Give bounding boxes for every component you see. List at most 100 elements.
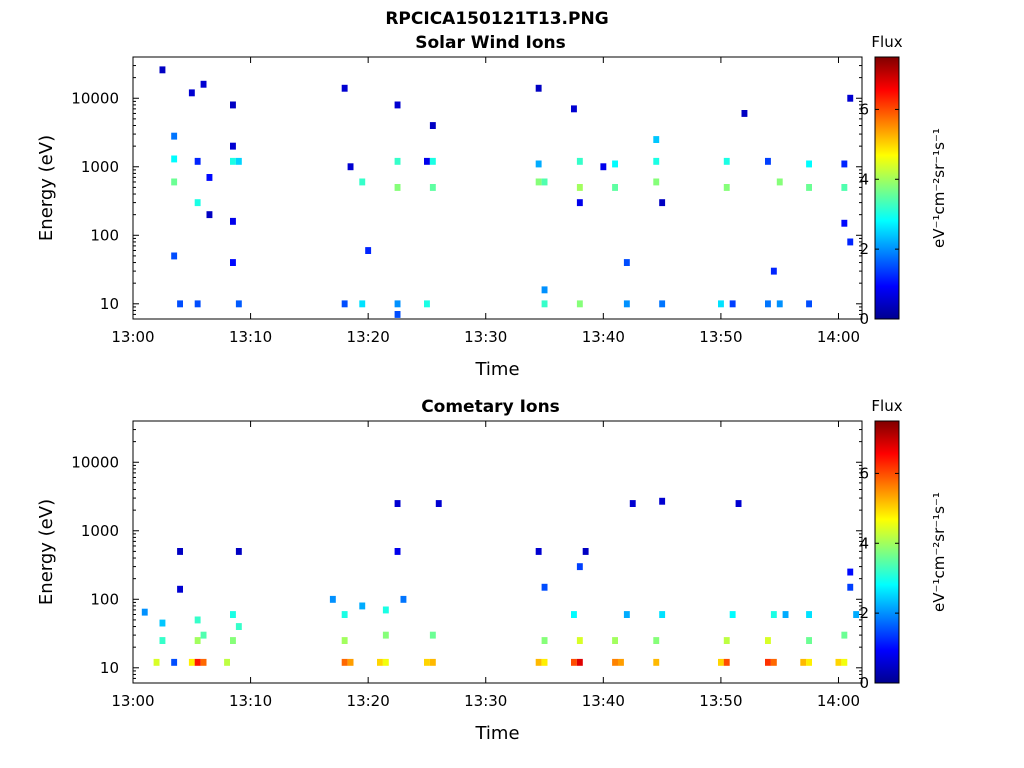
heatmap-cell [723,157,730,165]
heatmap-cell [200,631,207,639]
heatmap-cell [365,247,372,254]
colorbar-tick-label: 4 [859,170,869,188]
heatmap-cell [341,611,348,618]
colorbar-tick-label: 4 [859,534,869,552]
colorbar-title: Flux [871,397,902,415]
heatmap-cell [765,637,771,644]
heatmap-cell [429,658,436,666]
x-tick-label: 14:00 [817,692,860,710]
heatmap-cell [535,658,542,666]
heatmap-cell [341,300,348,308]
heatmap-cell [347,658,354,666]
heatmap-cell [576,658,583,666]
heatmap-cell [424,658,430,666]
heatmap-cell [206,174,213,181]
heatmap-cell [200,658,207,666]
heatmap-cell [394,500,401,507]
x-tick-label: 13:50 [699,692,742,710]
heatmap-cell [741,110,748,117]
heatmap-cell [841,160,848,168]
panel-title: Cometary Ions [421,397,560,417]
heatmap-cell [600,163,607,171]
heatmap-cell [629,500,636,507]
heatmap-cell [723,658,730,666]
heatmap-cell [230,611,236,618]
heatmap-cell [576,637,583,644]
x-tick-label: 13:30 [464,692,507,710]
heatmap-cell [171,178,178,186]
heatmap-cell [206,211,213,219]
heatmap-cell [394,548,401,555]
heatmap-cell [235,157,242,165]
y-tick-label: 1000 [81,522,119,540]
axes-frame [132,56,863,320]
x-tick-label: 13:20 [347,328,390,346]
heatmap-cell [776,178,783,186]
heatmap-cell [429,631,436,639]
heatmap-cell [194,637,201,644]
heatmap-cell [576,184,583,191]
colorbar [874,420,900,684]
colorbar-label: eV⁻¹cm⁻²sr⁻¹s⁻¹ [930,128,948,248]
heatmap-cell [153,658,160,666]
heatmap-cell [230,142,236,150]
heatmap-cell [535,84,542,92]
heatmap-cell [571,105,577,113]
heatmap-cell [659,611,666,618]
heatmap-cell [541,286,548,294]
heatmap-cell [400,595,407,603]
heatmap-cell [200,80,207,88]
heatmap-cell [429,184,436,191]
heatmap-cell [847,94,854,102]
colorbar-tick-label: 6 [859,100,869,118]
y-axis-label: Energy (eV) [36,499,57,605]
heatmap-cell [541,300,548,308]
heatmap-cell [435,500,442,507]
y-tick-label: 10000 [71,453,119,471]
heatmap-cell [841,219,848,227]
heatmap-cell [359,602,366,610]
heatmap-cell [770,658,777,666]
x-axis-label: Time [474,359,519,380]
heatmap-cell [718,300,724,308]
heatmap-cell [806,611,812,618]
heatmap-cell [359,178,366,186]
y-tick-label: 10000 [71,89,119,107]
x-tick-label: 13:40 [582,692,625,710]
heatmap-cell [806,658,812,666]
heatmap-cell [765,658,771,666]
heatmap-cell [782,611,789,618]
heatmap-cell [576,300,583,308]
colorbar-title: Flux [871,33,902,51]
heatmap-cell [623,300,630,308]
y-tick-label: 10 [100,295,119,313]
colorbar-tick-label: 2 [859,604,869,622]
heatmap-cell [612,184,618,191]
heatmap-cell [171,155,178,163]
heatmap-cell [341,84,348,92]
heatmap-cell [847,583,854,591]
heatmap-cell [659,300,666,308]
heatmap-cell [230,157,236,165]
heatmap-cell [659,199,666,207]
x-tick-label: 13:30 [464,328,507,346]
heatmap-cell [765,300,771,308]
heatmap-cell [612,637,618,644]
heatmap-cell [765,157,771,165]
heatmap-cell [853,611,860,618]
heatmap-cell [382,631,389,639]
x-tick-label: 13:00 [111,692,154,710]
y-tick-label: 100 [90,226,119,244]
axes-frame [132,420,863,684]
y-axis-label: Energy (eV) [36,135,57,241]
heatmap-cell [188,658,195,666]
heatmap-cell [541,583,548,591]
heatmap-cell [230,217,236,225]
heatmap-cell [770,267,777,275]
heatmap-cell [235,548,242,555]
heatmap-cell [612,160,618,168]
heatmap-cell [806,637,812,644]
heatmap-cell [770,611,777,618]
heatmap-cell [653,658,660,666]
